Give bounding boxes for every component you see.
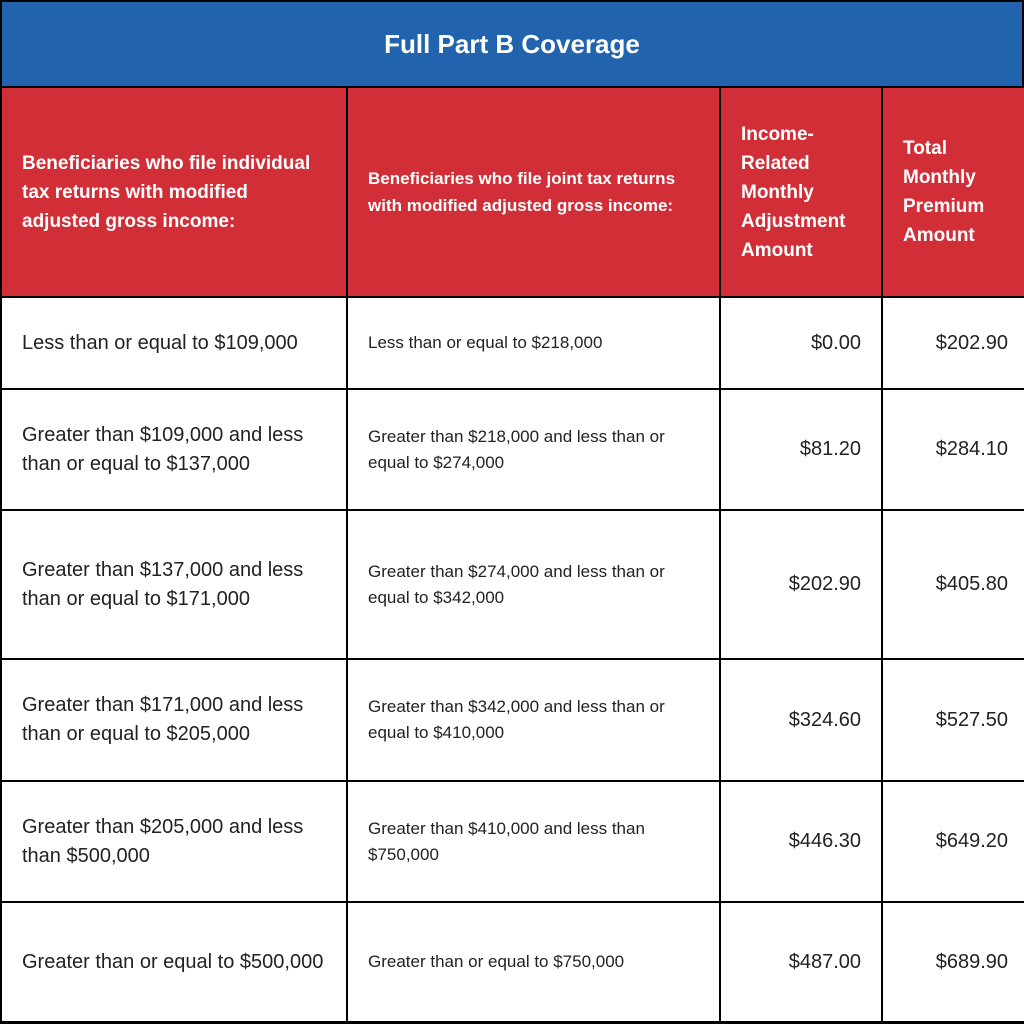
cell-total: $689.90 xyxy=(883,903,1024,1021)
cell-irmaa: $446.30 xyxy=(721,782,881,901)
cell-total: $649.20 xyxy=(883,782,1024,901)
cell-joint: Greater than $410,000 and less than $750… xyxy=(348,782,719,901)
cell-total: $527.50 xyxy=(883,660,1024,780)
cell-individual: Greater than $109,000 and less than or e… xyxy=(2,390,346,509)
header-individual: Beneficiaries who file individual tax re… xyxy=(2,88,346,296)
cell-irmaa: $202.90 xyxy=(721,511,881,658)
cell-irmaa: $487.00 xyxy=(721,903,881,1021)
table-title: Full Part B Coverage xyxy=(2,2,1022,86)
cell-joint: Greater than $218,000 and less than or e… xyxy=(348,390,719,509)
cell-individual: Greater than $205,000 and less than $500… xyxy=(2,782,346,901)
cell-irmaa: $324.60 xyxy=(721,660,881,780)
cell-total: $405.80 xyxy=(883,511,1024,658)
cell-joint: Greater than or equal to $750,000 xyxy=(348,903,719,1021)
header-irmaa: Income-Related Monthly Adjustment Amount xyxy=(721,88,881,296)
cell-individual: Less than or equal to $109,000 xyxy=(2,298,346,388)
cell-joint: Less than or equal to $218,000 xyxy=(348,298,719,388)
cell-individual: Greater than $137,000 and less than or e… xyxy=(2,511,346,658)
cell-individual: Greater than or equal to $500,000 xyxy=(2,903,346,1021)
table-grid: Beneficiaries who file individual tax re… xyxy=(0,88,1024,1023)
cell-joint: Greater than $274,000 and less than or e… xyxy=(348,511,719,658)
cell-individual: Greater than $171,000 and less than or e… xyxy=(2,660,346,780)
header-total-premium: Total Monthly Premium Amount xyxy=(883,88,1024,296)
cell-irmaa: $81.20 xyxy=(721,390,881,509)
cell-total: $284.10 xyxy=(883,390,1024,509)
cell-irmaa: $0.00 xyxy=(721,298,881,388)
cell-total: $202.90 xyxy=(883,298,1024,388)
header-joint: Beneficiaries who file joint tax returns… xyxy=(348,88,719,296)
cell-joint: Greater than $342,000 and less than or e… xyxy=(348,660,719,780)
